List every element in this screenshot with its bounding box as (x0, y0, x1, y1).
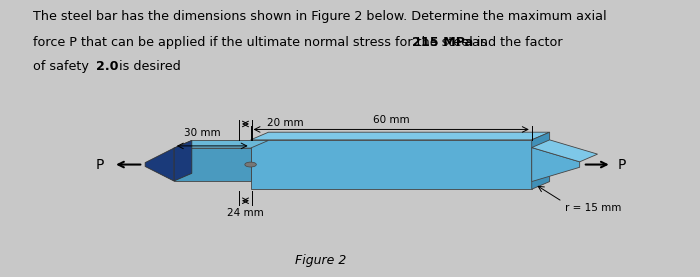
Text: Figure 2: Figure 2 (295, 254, 346, 267)
Polygon shape (174, 140, 269, 148)
Polygon shape (532, 132, 550, 189)
Text: The steel bar has the dimensions shown in Figure 2 below. Determine the maximum : The steel bar has the dimensions shown i… (34, 10, 607, 23)
Ellipse shape (245, 162, 256, 167)
Text: force P that can be applied if the ultimate normal stress for the steel is: force P that can be applied if the ultim… (34, 36, 491, 49)
Text: 215 MPa: 215 MPa (412, 36, 473, 49)
Text: P: P (95, 158, 104, 171)
Polygon shape (174, 148, 251, 181)
Text: r = 15 mm: r = 15 mm (565, 203, 622, 213)
Text: 60 mm: 60 mm (373, 115, 410, 125)
Text: 24 mm: 24 mm (227, 208, 264, 218)
Text: 20 mm: 20 mm (267, 119, 303, 129)
Text: P: P (618, 158, 626, 171)
Polygon shape (145, 148, 174, 181)
Polygon shape (251, 140, 532, 189)
Text: is desired: is desired (115, 60, 181, 73)
Polygon shape (174, 140, 192, 181)
Text: of safety: of safety (34, 60, 93, 73)
Text: 2.0: 2.0 (96, 60, 118, 73)
Text: 30 mm: 30 mm (184, 128, 221, 138)
Polygon shape (251, 132, 550, 140)
Text: and the factor: and the factor (468, 36, 563, 49)
Polygon shape (532, 140, 598, 162)
Polygon shape (532, 148, 580, 181)
